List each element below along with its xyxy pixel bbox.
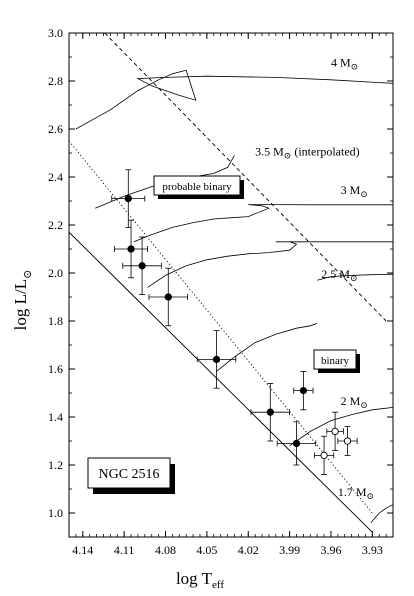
track-mass-value: 3 M [341, 183, 361, 197]
track-mass-value: 1.7 M [338, 485, 367, 499]
zams-line [69, 231, 373, 533]
track-mass-value: 4 M [331, 56, 351, 70]
solar-symbol: ⊙ [350, 273, 358, 283]
star-marker [138, 262, 146, 270]
star-marker [331, 427, 339, 436]
track-2b-line [289, 407, 393, 447]
x-tick-label: 4.02 [238, 543, 259, 557]
y-axis-title-sub: ⊙ [22, 270, 34, 279]
solar-symbol: ⊙ [367, 491, 375, 501]
star-marker [299, 386, 308, 395]
probable-binary-label: probable binary [153, 175, 244, 199]
star-marker [320, 451, 328, 460]
data-points [111, 169, 358, 476]
y-axis-title-main: log L/L [11, 279, 30, 330]
track-mass-label: 2.5 M⊙ [321, 267, 357, 283]
star-filled [122, 236, 162, 296]
probable-binary-text: probable binary [162, 181, 232, 193]
star-filled [250, 382, 290, 442]
track-label-suffix: (interpolated) [291, 144, 359, 158]
plot-frame [68, 32, 394, 538]
y-tick-label: 1.4 [48, 410, 63, 424]
track-mass-label: 1.7 M⊙ [338, 485, 374, 501]
track-2.5-line [147, 241, 393, 288]
y-tick-label: 3.0 [48, 26, 63, 40]
star-marker [212, 355, 221, 364]
star-open [326, 411, 344, 452]
star-marker [127, 245, 135, 253]
star-marker [266, 408, 274, 416]
dotted-line [69, 140, 373, 514]
star-filled [293, 370, 314, 411]
track-mass-label: 4 M⊙ [331, 56, 358, 72]
x-tick-label: 4.14 [72, 543, 93, 557]
star-marker [343, 437, 352, 445]
star-open [337, 426, 358, 456]
solar-symbol: ⊙ [351, 62, 359, 72]
star-marker [292, 439, 301, 448]
track-2-line [216, 323, 318, 372]
x-tick-label: 3.96 [320, 543, 341, 557]
star-filled [114, 219, 148, 279]
track-labels: 4 M⊙3.5 M⊙ (interpolated)3 M⊙2.5 M⊙2 M⊙1… [255, 56, 374, 502]
x-axis-title-sub: eff [212, 579, 224, 591]
star-filled [148, 267, 188, 327]
x-tick-label: 4.11 [114, 543, 135, 557]
x-axis-title-main: log T [176, 569, 213, 588]
cluster-text: NGC 2516 [98, 467, 159, 482]
track-mass-value: 2 M [341, 394, 361, 408]
track-mass-value: 2.5 M [321, 267, 350, 281]
cluster-label: NGC 2516 [87, 457, 175, 494]
y-tick-label: 1.6 [48, 362, 63, 376]
axes: 4.14 4.11 4.08 4.05 4.02 3.99 3.96 3.93 1.0 1.2 1.… [48, 26, 394, 557]
x-tick-label: 3.99 [279, 543, 300, 557]
y-tick-label: 1.2 [48, 458, 63, 472]
star-filled [111, 169, 146, 228]
track-4-line [75, 69, 393, 130]
track-3-line [133, 204, 393, 243]
track-1.7-line [370, 504, 393, 523]
track-mass-label: 3.5 M⊙ (interpolated) [255, 144, 360, 160]
y-tick-label: 1.8 [48, 314, 63, 328]
y-tick-label: 2.4 [48, 170, 63, 184]
solar-symbol: ⊙ [360, 400, 368, 410]
track-mass-value: 3.5 M [255, 144, 284, 158]
y-tick-label: 2.2 [48, 218, 63, 232]
binary-label: binary [313, 349, 360, 373]
star-open [314, 435, 335, 476]
y-tick-label: 2.6 [48, 122, 63, 136]
solar-symbol: ⊙ [360, 189, 368, 199]
reference-lines [69, 33, 387, 533]
x-axis-title: log Teff [176, 569, 224, 591]
star-marker [124, 194, 132, 203]
track-mass-label: 2 M⊙ [341, 394, 368, 410]
solar-symbol: ⊙ [284, 150, 292, 160]
x-tick-label: 4.05 [196, 543, 217, 557]
x-tick-label: 4.08 [155, 543, 176, 557]
y-tick-label: 2.0 [48, 266, 63, 280]
x-tick-label: 3.93 [362, 543, 383, 557]
y-axis-title: log L/L⊙ [11, 270, 34, 331]
y-tick-label: 1.0 [48, 506, 63, 520]
binary-text: binary [321, 355, 350, 367]
track-2.5b-line [317, 273, 393, 281]
star-filled [276, 421, 317, 466]
star-marker [164, 293, 172, 301]
track-mass-label: 3 M⊙ [341, 183, 368, 199]
star-filled [196, 330, 237, 389]
y-tick-label: 2.8 [48, 74, 63, 88]
